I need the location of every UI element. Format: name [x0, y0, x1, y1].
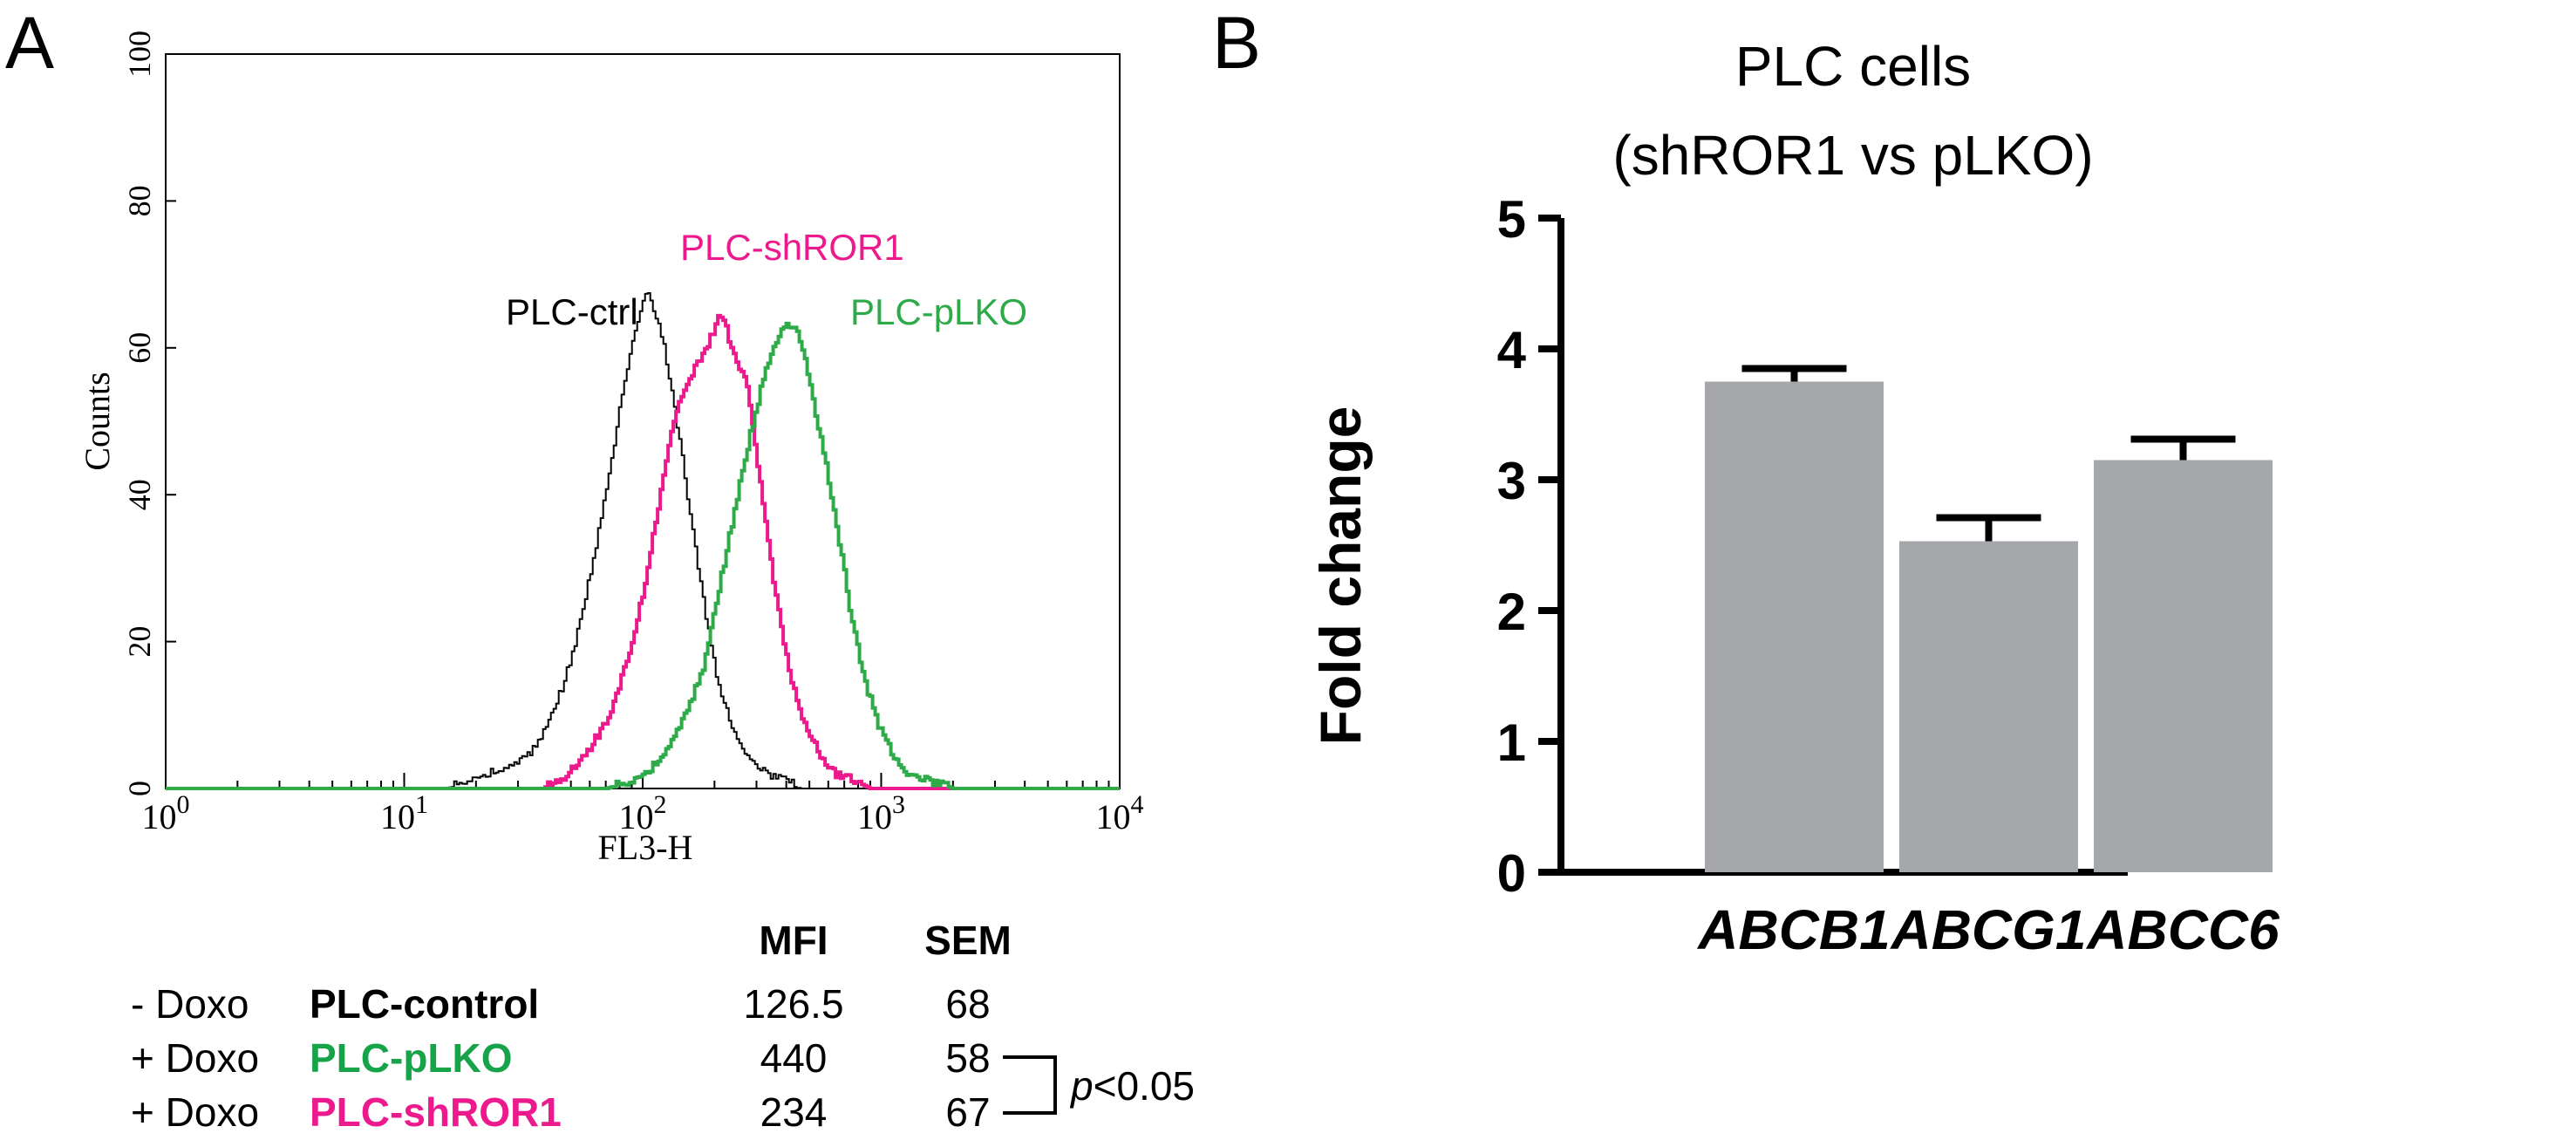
panel-b-label: B: [1212, 2, 1261, 84]
curve-label-plc-shror1: PLC-shROR1: [680, 227, 904, 268]
histogram-y-tick-label: 100: [122, 31, 157, 78]
histogram-chart: 0 20 40 60 80 100 100 101 102 103 104 FL3-H Count…: [78, 31, 1144, 867]
bar-y-axis-label: Fold change: [1308, 406, 1373, 746]
bar-category-label-abcb1: ABCB1: [1696, 898, 1890, 961]
row-3-treatment: + Doxo: [131, 1089, 260, 1135]
bar-category-label-abcc6: ABCC6: [2085, 898, 2280, 961]
histogram-curves: [166, 292, 1120, 790]
row-1-treatment: - Doxo: [131, 981, 249, 1027]
histogram-plot-frame: [165, 53, 1121, 789]
bar-marks: ABCB1 ABCG1 ABCC6: [1696, 365, 2280, 961]
histogram-x-axis-label: FL3-H: [598, 828, 693, 867]
p-value-symbol: p: [1071, 1063, 1094, 1109]
significance-bracket: [1003, 1055, 1057, 1115]
curve-label-plc-plko: PLC-pLKO: [850, 291, 1027, 332]
bar-chart-title: PLC cells: [1735, 35, 1971, 98]
row-2-treatment: + Doxo: [131, 1035, 260, 1081]
histogram-y-tick-label: 80: [122, 185, 157, 216]
sem-header: SEM: [924, 918, 1012, 963]
histogram-y-tick-label: 0: [122, 781, 157, 796]
histogram-x-tick-label: 104: [1096, 790, 1144, 836]
histogram-series-plc-shror1: [166, 313, 1120, 790]
curve-label-plc-ctrl: PLC-ctrl: [506, 291, 638, 332]
histogram-y-tick-label: 20: [122, 626, 157, 658]
row-3-sem: 67: [945, 1089, 991, 1135]
bar-y-tick-label: 0: [1497, 844, 1526, 903]
row-2-sample: PLC-pLKO: [310, 1035, 513, 1081]
bar-y-tick-label: 3: [1497, 452, 1526, 510]
bar-chart-subtitle: (shROR1 vs pLKO): [1612, 124, 2093, 187]
histogram-x-tick-label: 103: [857, 790, 905, 836]
bar-y-tick-label: 1: [1497, 713, 1526, 772]
histogram-x-ticks: 100 101 102 103 104: [142, 773, 1144, 836]
p-value-label: p<0.05: [1071, 1066, 1195, 1106]
histogram-x-tick-label: 101: [380, 790, 428, 836]
row-2-sem: 58: [945, 1035, 991, 1081]
bar-abcg1: [1899, 541, 2078, 872]
mfi-header: MFI: [759, 918, 828, 963]
bar-category-label-abcg1: ABCG1: [1889, 898, 2086, 961]
histogram-y-tick-label: 60: [122, 332, 157, 364]
row-3-sample: PLC-shROR1: [310, 1089, 562, 1135]
bar-y-tick-label: 5: [1497, 190, 1526, 249]
bar-y-tick-label: 2: [1497, 583, 1526, 641]
histogram-y-axis-label: Counts: [78, 372, 117, 470]
histogram-y-tick-label: 40: [122, 479, 157, 510]
histogram-x-tick-label: 102: [619, 790, 667, 836]
histogram-y-ticks: 0 20 40 60 80 100: [122, 31, 176, 796]
p-value-threshold: <0.05: [1093, 1063, 1195, 1109]
row-2-mfi: 440: [760, 1035, 828, 1081]
bar-abcb1: [1705, 381, 1884, 872]
panel-a-label: A: [5, 2, 54, 84]
row-1-mfi: 126.5: [743, 981, 844, 1027]
row-3-mfi: 234: [760, 1089, 828, 1135]
histogram-series-plc-plko: [166, 321, 1120, 790]
bar-y-tick-label: 4: [1497, 321, 1527, 379]
histogram-series-plc-ctrl: [166, 292, 1120, 789]
row-1-sample: PLC-control: [310, 981, 540, 1027]
histogram-x-tick-label: 100: [142, 790, 190, 836]
bar-abcc6: [2094, 460, 2273, 872]
row-1-sem: 68: [945, 981, 991, 1027]
